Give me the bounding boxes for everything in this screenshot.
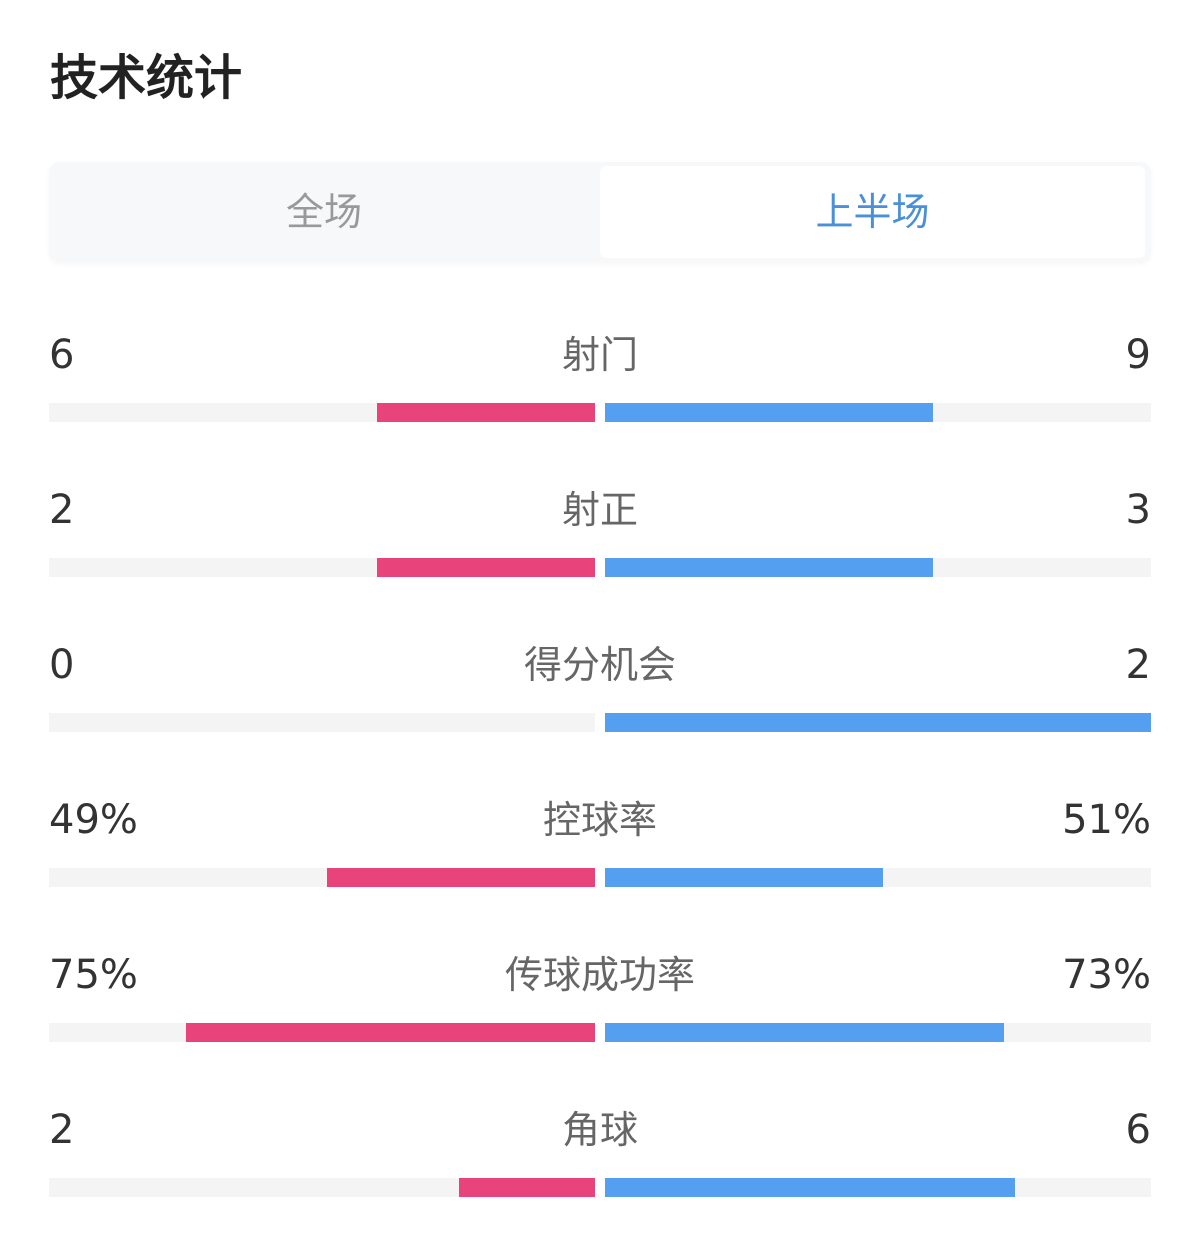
home-bar-fill: [185, 1023, 595, 1042]
home-value: 6: [49, 332, 75, 378]
away-bar-fill: [605, 558, 933, 577]
away-bar-track: [605, 1178, 1151, 1197]
stat-label: 得分机会: [523, 643, 676, 687]
stat-label: 射正: [561, 488, 638, 532]
away-bar-fill: [605, 403, 933, 422]
period-tabs: 全场 上半场: [49, 162, 1151, 262]
stat-row: 传球成功率 75% 73%: [49, 950, 1151, 1070]
away-bar-track: [605, 403, 1151, 422]
stat-row: 射正 2 3: [49, 485, 1151, 605]
away-bar-fill: [605, 1023, 1004, 1042]
home-value: 0: [49, 642, 75, 688]
home-value: 49%: [49, 797, 138, 843]
home-bar-fill: [458, 1178, 595, 1197]
away-value: 9: [1125, 332, 1151, 378]
away-value: 2: [1125, 642, 1151, 688]
away-bar-track: [605, 868, 1151, 887]
away-value: 73%: [1062, 952, 1151, 998]
home-value: 2: [49, 487, 75, 533]
tab-full-match[interactable]: 全场: [285, 190, 362, 234]
home-bar-track: [49, 713, 595, 732]
tab-first-half[interactable]: 上半场: [600, 166, 1145, 258]
away-bar-track: [605, 713, 1151, 732]
home-bar-track: [49, 1023, 595, 1042]
stat-label: 射门: [561, 333, 638, 377]
home-bar-fill: [376, 558, 595, 577]
home-bar-track: [49, 1178, 595, 1197]
home-bar-fill: [327, 868, 595, 887]
home-bar-fill: [376, 403, 595, 422]
away-bar-track: [605, 1023, 1151, 1042]
page-title: 技术统计: [50, 50, 243, 106]
away-value: 6: [1125, 1107, 1151, 1153]
home-bar-track: [49, 868, 595, 887]
stat-row: 角球 2 6: [49, 1105, 1151, 1225]
stat-row: 控球率 49% 51%: [49, 795, 1151, 915]
stat-label: 传球成功率: [504, 953, 695, 997]
home-bar-track: [49, 558, 595, 577]
away-value: 3: [1125, 487, 1151, 533]
away-value: 51%: [1062, 797, 1151, 843]
stat-row: 得分机会 0 2: [49, 640, 1151, 760]
stat-label: 控球率: [542, 798, 657, 842]
away-bar-fill: [605, 713, 1151, 732]
away-bar-fill: [605, 868, 884, 887]
away-bar-fill: [605, 1178, 1015, 1197]
home-value: 2: [49, 1107, 75, 1153]
stat-row: 射门 6 9: [49, 330, 1151, 450]
stat-label: 角球: [561, 1108, 638, 1152]
home-value: 75%: [49, 952, 138, 998]
away-bar-track: [605, 558, 1151, 577]
home-bar-track: [49, 403, 595, 422]
